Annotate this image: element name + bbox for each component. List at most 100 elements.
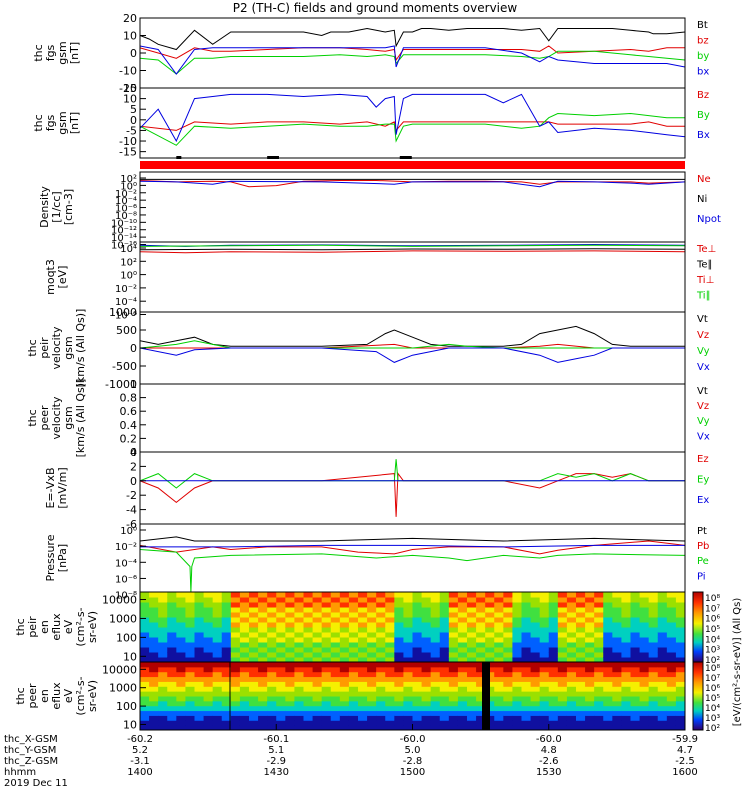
spectrogram-cell <box>630 710 641 716</box>
ytick-label: 1 <box>130 378 137 391</box>
spectrogram-cell <box>303 725 314 730</box>
spectrogram-cell <box>639 607 650 613</box>
spectrogram-cell <box>285 676 295 682</box>
spectrogram-cell <box>167 642 177 648</box>
spectrogram-cell <box>203 622 214 628</box>
spectrogram-cell <box>185 627 195 633</box>
spectrogram-cell <box>521 715 532 721</box>
series-group <box>140 27 685 75</box>
spectrogram-cell <box>512 720 522 726</box>
spectrogram-cell <box>221 715 232 721</box>
spectrogram-cell <box>539 720 550 726</box>
spectrogram-cell <box>521 637 532 643</box>
spectrogram-cell <box>666 657 677 662</box>
spectrogram-cell <box>221 612 232 618</box>
spectrogram-cell <box>467 612 477 618</box>
spectrogram-cell <box>457 597 468 603</box>
spectrogram-cell <box>666 612 677 618</box>
spectrogram-cell <box>521 686 532 692</box>
spectrogram-cell <box>448 632 459 638</box>
spectrogram-cell <box>358 597 368 603</box>
spectrogram-cell <box>267 627 277 633</box>
spectrogram-cell <box>439 686 450 692</box>
spectrogram-cell <box>230 592 241 598</box>
spectrogram-cell <box>267 632 277 638</box>
spectrogram-cell <box>630 700 641 707</box>
spectrogram-cell <box>367 637 377 643</box>
spectrogram-cell <box>494 597 504 603</box>
spectrogram-cell <box>149 632 159 638</box>
spectrogram-cell <box>494 715 504 721</box>
spectrogram-cell <box>394 720 404 726</box>
quality-flag-bar <box>140 161 685 169</box>
page-title: P2 (TH-C) fields and ground moments over… <box>232 1 518 15</box>
spectrogram-cell <box>258 705 268 712</box>
spectrogram-cell <box>448 627 459 633</box>
ylabel-line: [mV/m] <box>56 467 69 508</box>
spectrogram-cell <box>167 607 177 613</box>
spectrogram-cell <box>158 666 168 673</box>
spectrogram-cell <box>221 696 232 702</box>
spectrogram-cell <box>612 632 622 638</box>
spectrogram-cell <box>457 612 468 618</box>
spectrogram-cell <box>657 602 668 608</box>
spectrogram-cell <box>439 647 450 653</box>
ylabel-line: (cm²-s- <box>74 676 87 715</box>
spectrogram-cell <box>603 602 613 608</box>
spectrogram-cell <box>421 671 432 678</box>
spectrogram-cell <box>503 671 513 678</box>
spectrogram-cell <box>212 681 223 687</box>
spectrogram-cell <box>149 597 159 603</box>
spectrogram-cell <box>576 612 586 618</box>
spectrogram-cell <box>494 607 504 613</box>
spectrogram-cell <box>149 691 159 697</box>
spectrogram-cell <box>394 602 404 608</box>
spectrogram-cell <box>194 725 205 730</box>
spectrogram-cell <box>376 686 386 692</box>
spectrogram-cell <box>621 691 631 697</box>
spectrogram-cell <box>285 597 295 603</box>
spectrogram-cell <box>194 607 205 613</box>
spectrogram-cell <box>630 607 641 613</box>
spectrogram-cell <box>576 686 586 692</box>
spectrogram-cell <box>648 607 659 613</box>
ytick-label: 10⁻⁶ <box>115 311 137 322</box>
spectrogram-cell <box>576 617 586 623</box>
spectrogram-cell <box>285 627 295 633</box>
spectrogram-cell <box>666 652 677 658</box>
spectrogram-cell <box>212 691 223 697</box>
spectrogram-cell <box>367 720 377 726</box>
spectrogram-cell <box>485 622 495 628</box>
spectrogram-cell <box>394 627 404 633</box>
spectrogram-cell <box>666 602 677 608</box>
spectrogram-cell <box>376 627 386 633</box>
spectrogram-cell <box>249 676 259 682</box>
spectrogram-cell <box>430 681 441 687</box>
ylabel-line: peer <box>26 683 39 709</box>
spectrogram-cell <box>476 632 486 638</box>
spectrogram-cell <box>603 696 613 702</box>
spectrogram-cell <box>194 700 205 707</box>
spectrogram-cell <box>430 637 441 643</box>
spectrogram-cell <box>294 720 304 726</box>
spectrogram-cell <box>185 696 195 702</box>
xaxis-value: 1500 <box>400 767 425 778</box>
spectrogram-cell <box>203 642 214 648</box>
spectrogram-cell <box>594 666 604 673</box>
legend-By: By <box>697 110 710 121</box>
spectrogram-cell <box>176 592 186 598</box>
ylabel-line: thc <box>14 687 27 704</box>
spectrogram-cell <box>585 647 595 653</box>
spectrogram-cell <box>176 607 186 613</box>
spectrogram-cell <box>603 652 613 658</box>
spectrogram-cell <box>339 612 350 618</box>
spectrogram-cell <box>203 705 214 712</box>
spectrogram-cell <box>585 700 595 707</box>
spectrogram-cell <box>239 592 250 598</box>
spectrogram-cell <box>194 657 205 662</box>
spectrogram-cell <box>403 700 413 707</box>
spectrogram-cell <box>258 647 268 653</box>
spectrogram-cell <box>476 647 486 653</box>
spectrogram-cell <box>230 686 241 692</box>
